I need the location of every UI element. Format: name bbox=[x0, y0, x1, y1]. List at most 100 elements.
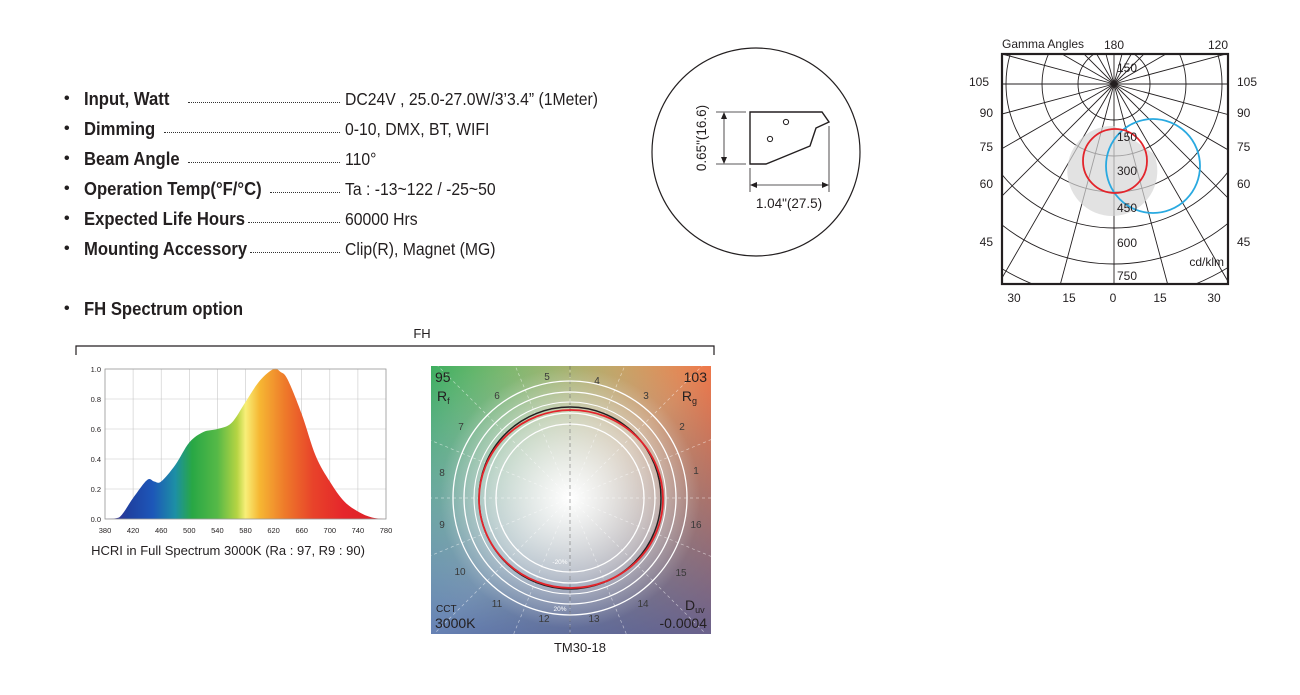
hue-bin-line bbox=[569, 439, 711, 499]
polar-angle-label: 75 bbox=[1237, 140, 1251, 154]
dimension-diagram: 0.65"(16.6) 1.04"(27.5) bbox=[651, 47, 861, 257]
spectrum-axes: 0.0 0.2 0.4 0.6 0.8 1.0 380 420 460 500 540 580 620 6… bbox=[91, 365, 393, 535]
plus20-label: 20% bbox=[553, 606, 566, 613]
polar-spoke bbox=[1002, 83, 1115, 197]
polar-radial-label: 150 bbox=[1117, 130, 1137, 144]
hue-bin-label: 3 bbox=[643, 391, 649, 402]
polar-angle-label: 90 bbox=[980, 106, 994, 120]
x-tick-label: 740 bbox=[352, 526, 365, 535]
polar-angle-label: 105 bbox=[1237, 75, 1257, 89]
hue-bin-label: 9 bbox=[439, 520, 445, 531]
polar-spoke bbox=[1113, 83, 1228, 116]
y-tick-label: 0.6 bbox=[91, 425, 101, 434]
hue-bin-label: 7 bbox=[458, 422, 464, 433]
y-tick-label: 1.0 bbox=[91, 365, 101, 374]
spec-row: • Dimming 0-10, DMX, BT, WIFI bbox=[64, 114, 684, 144]
rg-value: 103 bbox=[684, 369, 708, 385]
hue-bin-label: 4 bbox=[594, 376, 600, 387]
hue-bin-line bbox=[431, 497, 571, 556]
x-tick-label: 780 bbox=[380, 526, 393, 535]
spec-value: 60000 Hrs bbox=[345, 208, 418, 229]
polar-spoke bbox=[1113, 83, 1228, 283]
bullet: • bbox=[64, 150, 70, 167]
spec-label: Beam Angle bbox=[84, 148, 180, 169]
rf-label: Rf bbox=[437, 388, 450, 406]
hue-bin-label: 15 bbox=[675, 568, 687, 579]
spectrum-chart: 0.0 0.2 0.4 0.6 0.8 1.0 380 420 460 500 540 580 620 6… bbox=[91, 365, 393, 558]
x-tick-label: 460 bbox=[155, 526, 168, 535]
hue-bin-line bbox=[569, 497, 627, 634]
polar-angle-label: 45 bbox=[980, 235, 994, 249]
spec-value: Clip(R), Magnet (MG) bbox=[345, 238, 496, 259]
polar-bottom-label: 30 bbox=[1207, 291, 1221, 305]
duv-label: Duv bbox=[685, 597, 705, 615]
hue-bin-line bbox=[437, 366, 571, 499]
dot-leader bbox=[270, 192, 340, 193]
x-tick-label: 700 bbox=[324, 526, 337, 535]
spec-label: Input, Watt bbox=[84, 88, 170, 109]
reference-ring bbox=[463, 391, 677, 605]
bullet: • bbox=[64, 120, 70, 137]
minus20-label: -20% bbox=[552, 559, 567, 566]
polar-bottom-label: 15 bbox=[1153, 291, 1167, 305]
spec-value: 0-10, DMX, BT, WIFI bbox=[345, 118, 490, 139]
tm30-chart: 5 4 3 2 1 16 15 14 13 12 11 10 9 8 7 6 95 Rf 103 Rg CCT… bbox=[431, 366, 711, 634]
fh-spectrum-title: FH Spectrum option bbox=[84, 298, 244, 319]
polar-bottom-label: 0 bbox=[1110, 291, 1117, 305]
x-tick-label: 500 bbox=[183, 526, 196, 535]
polar-spoke bbox=[1002, 83, 1115, 150]
hue-bin-line bbox=[513, 497, 571, 634]
spec-row: • Mounting Accessory Clip(R), Magnet (MG) bbox=[64, 234, 684, 264]
hue-bin-line bbox=[569, 366, 626, 499]
bullet: • bbox=[64, 180, 70, 197]
polar-radial-label: 300 bbox=[1117, 164, 1137, 178]
polar-spoke bbox=[1113, 83, 1228, 151]
screw-hole bbox=[766, 135, 774, 143]
screw-hole bbox=[782, 118, 790, 126]
polar-diagram: Gamma Angles 180 120 150150300450600750c… bbox=[969, 37, 1257, 305]
x-tick-label: 660 bbox=[295, 526, 308, 535]
distribution-fill bbox=[1067, 125, 1158, 216]
cct-label: CCT bbox=[436, 604, 457, 615]
dot-leader bbox=[164, 132, 340, 133]
polar-bottom-label: 30 bbox=[1007, 291, 1021, 305]
hue-bin-line bbox=[569, 366, 703, 499]
tm30-grid: 5 4 3 2 1 16 15 14 13 12 11 10 9 8 7 6 bbox=[431, 366, 711, 634]
height-dimension-label: 0.65"(16.6) bbox=[694, 105, 709, 171]
bullet: • bbox=[64, 300, 70, 317]
polar-title: Gamma Angles bbox=[1002, 37, 1084, 51]
rf-value: 95 bbox=[435, 369, 451, 385]
plot-frame bbox=[104, 368, 387, 520]
spec-value: Ta : -13~122 / -25~50 bbox=[345, 178, 496, 199]
spec-label: Expected Life Hours bbox=[84, 208, 246, 229]
spec-label: Operation Temp(°F/°C) bbox=[84, 178, 262, 199]
y-tick-label: 0.4 bbox=[91, 455, 101, 464]
y-tick-label: 0.8 bbox=[91, 395, 101, 404]
profile-shape bbox=[749, 111, 831, 165]
fh-spectrum-heading: • FH Spectrum option bbox=[64, 298, 261, 320]
polar-angle-label: 105 bbox=[969, 75, 989, 89]
x-tick-label: 420 bbox=[127, 526, 140, 535]
reference-ring bbox=[484, 412, 656, 584]
hue-bin-label: 5 bbox=[544, 372, 550, 383]
spec-row: • Expected Life Hours 60000 Hrs bbox=[64, 204, 684, 234]
polar-radial-label: 750 bbox=[1117, 269, 1137, 283]
hue-bin-label: 12 bbox=[538, 614, 550, 625]
dot-leader bbox=[188, 162, 340, 163]
duv-value: -0.0004 bbox=[660, 615, 708, 631]
hue-bin-line bbox=[569, 497, 705, 633]
cct-value: 3000K bbox=[435, 615, 476, 631]
fh-bracket: FH bbox=[75, 326, 715, 355]
bracket-line bbox=[75, 345, 715, 355]
hue-bin-label: 10 bbox=[454, 567, 466, 578]
bullet: • bbox=[64, 240, 70, 257]
polar-radial-label: 450 bbox=[1117, 201, 1137, 215]
dot-leader bbox=[248, 222, 340, 223]
rg-label: Rg bbox=[682, 388, 697, 406]
polar-spoke bbox=[1113, 83, 1228, 199]
distribution-curve-b bbox=[1105, 118, 1201, 214]
y-tick-label: 0.0 bbox=[91, 515, 101, 524]
distribution-curve-a bbox=[1082, 128, 1148, 194]
hue-bin-label: 1 bbox=[693, 466, 699, 477]
polar-spoke bbox=[1002, 83, 1115, 115]
